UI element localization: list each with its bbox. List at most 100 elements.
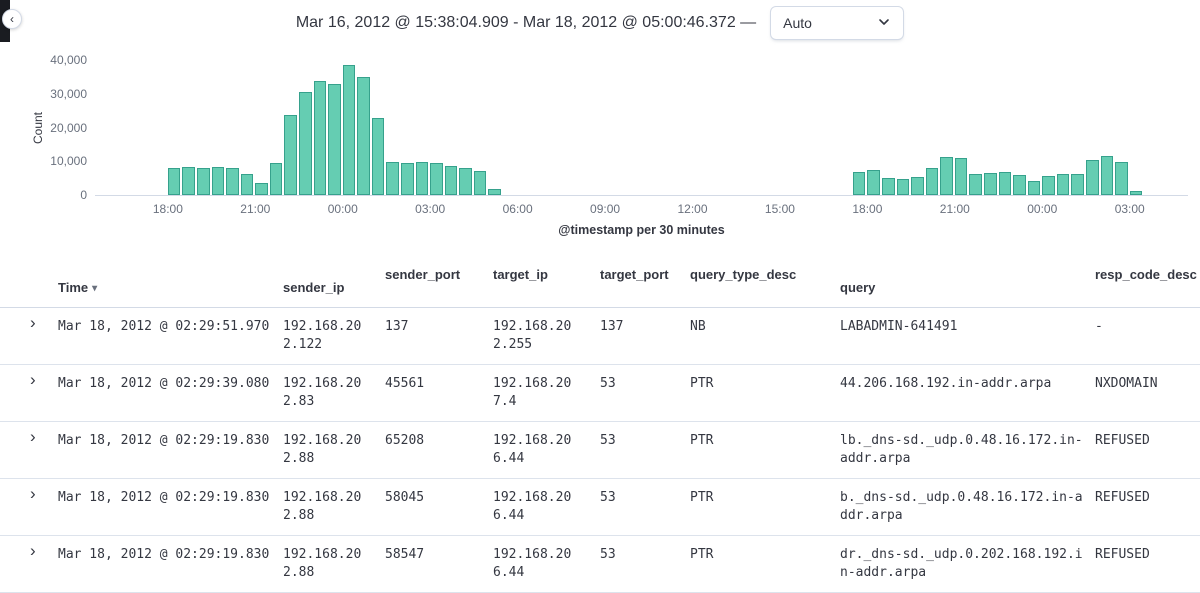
histogram-bar[interactable] bbox=[473, 171, 487, 195]
column-header-query-type-desc[interactable]: query_type_desc bbox=[690, 267, 797, 282]
histogram-bar[interactable] bbox=[852, 172, 866, 195]
expand-sidebar-button[interactable]: ‹ bbox=[2, 9, 22, 29]
histogram-bar[interactable] bbox=[954, 158, 968, 195]
histogram-bar[interactable] bbox=[269, 162, 283, 195]
x-axis-title: @timestamp per 30 minutes bbox=[558, 223, 725, 237]
x-axis-tick-label: 06:00 bbox=[502, 202, 533, 216]
column-header-time[interactable]: Time ▾ bbox=[58, 280, 283, 307]
cell-sender-ip: 192.168.202.122 bbox=[283, 319, 362, 352]
expand-row-button[interactable]: › bbox=[30, 426, 50, 446]
cell-resp-code-desc: NXDOMAIN bbox=[1095, 376, 1158, 391]
cell-target-port: 53 bbox=[600, 490, 616, 505]
histogram-bar[interactable] bbox=[444, 165, 458, 195]
histogram-bar[interactable] bbox=[459, 168, 472, 195]
histogram-bar[interactable] bbox=[255, 183, 268, 195]
histogram-bar[interactable] bbox=[969, 174, 982, 195]
x-axis-tick-label: 12:00 bbox=[677, 202, 708, 216]
column-header-label: Time bbox=[58, 280, 89, 295]
table-header-row: Time ▾ sender_ip sender_port target_ip ta… bbox=[0, 254, 1200, 308]
cell-target-port: 53 bbox=[600, 433, 616, 448]
cell-query: b._dns-sd._udp.0.48.16.172.in-addr.arpa bbox=[840, 490, 1083, 523]
histogram-bar[interactable] bbox=[983, 173, 997, 195]
y-axis-labels: 0 10,000 20,000 30,000 40,000 bbox=[0, 53, 87, 202]
histogram-plot[interactable] bbox=[95, 60, 1188, 196]
expand-row-button[interactable]: › bbox=[30, 483, 50, 503]
cell-sender-ip: 192.168.202.88 bbox=[283, 547, 362, 580]
x-axis-tick-label: 09:00 bbox=[590, 202, 621, 216]
histogram-bar[interactable] bbox=[328, 84, 341, 195]
cell-time: Mar 18, 2012 @ 02:29:19.830 bbox=[58, 547, 270, 562]
column-header-target-port[interactable]: target_port bbox=[600, 267, 669, 282]
histogram-bar[interactable] bbox=[911, 177, 924, 195]
histogram-bar[interactable] bbox=[1013, 174, 1026, 195]
histogram-bar[interactable] bbox=[386, 161, 400, 195]
cell-target-port: 53 bbox=[600, 376, 616, 391]
histogram-bar[interactable] bbox=[998, 171, 1012, 195]
cell-query: dr._dns-sd._udp.0.202.168.192.in-addr.ar… bbox=[840, 547, 1083, 580]
histogram-bar[interactable] bbox=[1115, 162, 1128, 195]
time-range-label: Mar 16, 2012 @ 15:38:04.909 - Mar 18, 20… bbox=[295, 14, 757, 31]
histogram-bar[interactable] bbox=[1027, 180, 1041, 195]
table-row: › Mar 18, 2012 @ 02:29:19.830 192.168.20… bbox=[0, 536, 1200, 593]
column-header-query[interactable]: query bbox=[840, 280, 876, 295]
expand-row-button[interactable]: › bbox=[30, 540, 50, 560]
histogram-bar[interactable] bbox=[1042, 176, 1055, 195]
cell-target-ip: 192.168.206.44 bbox=[493, 490, 572, 523]
histogram-bar[interactable] bbox=[371, 118, 385, 195]
histogram-bar[interactable] bbox=[925, 168, 939, 195]
histogram-bar[interactable] bbox=[240, 174, 254, 195]
cell-sender-ip: 192.168.202.88 bbox=[283, 433, 362, 466]
cell-sender-ip: 192.168.202.83 bbox=[283, 376, 362, 409]
cell-query-type-desc: NB bbox=[690, 319, 706, 334]
column-header-sender-ip[interactable]: sender_ip bbox=[283, 280, 345, 295]
histogram-bar[interactable] bbox=[313, 80, 327, 195]
y-axis-tick-label: 10,000 bbox=[50, 154, 87, 169]
column-header-target-ip[interactable]: target_ip bbox=[493, 267, 548, 282]
cell-query: 44.206.168.192.in-addr.arpa bbox=[840, 376, 1052, 391]
histogram-bar[interactable] bbox=[284, 115, 298, 195]
x-axis-tick-label: 18:00 bbox=[852, 202, 883, 216]
cell-query-type-desc: PTR bbox=[690, 433, 714, 448]
histogram-bar[interactable] bbox=[182, 167, 195, 195]
interval-select[interactable]: Auto bbox=[770, 6, 905, 40]
x-axis-tick-label: 00:00 bbox=[327, 202, 358, 216]
sort-descending-icon: ▾ bbox=[92, 283, 98, 294]
histogram-bar[interactable] bbox=[1071, 174, 1084, 195]
histogram-bar[interactable] bbox=[342, 65, 356, 195]
histogram-bar[interactable] bbox=[430, 162, 443, 195]
histogram-bar[interactable] bbox=[867, 170, 880, 195]
chevron-right-icon: › bbox=[30, 483, 36, 503]
histogram-bar[interactable] bbox=[357, 76, 370, 195]
histogram-bar[interactable] bbox=[1056, 173, 1070, 195]
column-header-sender-port[interactable]: sender_port bbox=[385, 267, 461, 282]
histogram-bar[interactable] bbox=[415, 161, 429, 195]
chevron-down-icon bbox=[877, 15, 891, 32]
histogram-bar[interactable] bbox=[167, 167, 181, 195]
expand-row-button[interactable]: › bbox=[30, 312, 50, 332]
x-axis-tick-label: 03:00 bbox=[415, 202, 446, 216]
histogram-bar[interactable] bbox=[940, 156, 953, 195]
histogram-bar[interactable] bbox=[226, 168, 239, 195]
cell-target-ip: 192.168.202.255 bbox=[493, 319, 572, 352]
histogram-bar[interactable] bbox=[299, 91, 312, 195]
histogram-bar[interactable] bbox=[1129, 190, 1143, 195]
histogram-bar[interactable] bbox=[1085, 159, 1099, 195]
x-axis-tick-label: 15:00 bbox=[764, 202, 795, 216]
histogram-bar[interactable] bbox=[881, 177, 895, 195]
cell-resp-code-desc: REFUSED bbox=[1095, 433, 1150, 448]
expand-row-button[interactable]: › bbox=[30, 369, 50, 389]
histogram-bar[interactable] bbox=[211, 167, 225, 195]
column-header-resp-code-desc[interactable]: resp_code_desc bbox=[1095, 267, 1197, 282]
cell-sender-port: 58547 bbox=[385, 547, 425, 562]
cell-target-ip: 192.168.206.44 bbox=[493, 433, 572, 466]
cell-target-port: 53 bbox=[600, 547, 616, 562]
histogram-bar[interactable] bbox=[896, 179, 910, 195]
histogram-bar[interactable] bbox=[401, 163, 414, 195]
cell-resp-code-desc: - bbox=[1095, 319, 1103, 334]
histogram-bar[interactable] bbox=[1100, 155, 1114, 195]
y-axis-tick-label: 40,000 bbox=[50, 53, 87, 67]
histogram-bar[interactable] bbox=[488, 189, 502, 195]
x-axis-labels: 18:00 21:00 00:00 03:00 06:00 09:00 12:00 15:00… bbox=[95, 202, 1188, 218]
histogram-bar[interactable] bbox=[197, 168, 210, 195]
